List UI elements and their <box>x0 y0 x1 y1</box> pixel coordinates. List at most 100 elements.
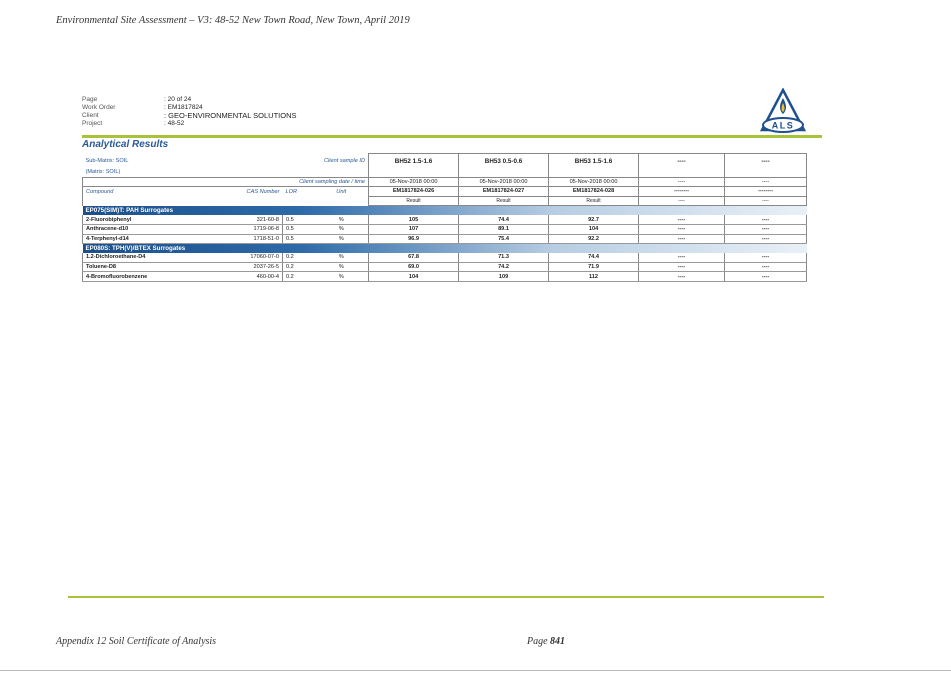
document-header-title: Environmental Site Assessment – V3: 48-5… <box>56 15 410 26</box>
cas-number: 460-00-4 <box>222 271 283 282</box>
result-value: 71.3 <box>458 253 550 263</box>
meta-key: Work Order <box>82 104 116 111</box>
meta-key: Project <box>82 120 103 127</box>
meta-value: : GEO-ENVIRONMENTAL SOLUTIONS <box>164 111 297 120</box>
sample-id: BH53 1.5-1.6 <box>548 153 640 168</box>
result-value: 107 <box>368 224 460 235</box>
table-row: 4-Terphenyl-d14 1718-51-0 0.5 % 96.9 75.… <box>82 234 808 245</box>
result-value: ---- <box>724 271 808 282</box>
cas-number: 321-60-8 <box>222 215 283 225</box>
compound-name: 2-Fluorobiphenyl <box>82 215 223 225</box>
col-unit: Unit <box>314 186 370 197</box>
compound-name: Anthracene-d10 <box>82 224 223 235</box>
sampling-date: 05-Nov-2018 00:00 <box>368 176 460 187</box>
matrix-label: (Matrix: SOIL) <box>85 169 121 176</box>
compound-name: 1.2-Dichloroethane-D4 <box>82 253 223 263</box>
meta-key: Page <box>82 96 98 103</box>
table-row: Toluene-D8 2037-26-5 0.2 % 69.0 74.2 71.… <box>82 262 808 273</box>
als-logo: ALS <box>760 88 806 133</box>
result-label: Result <box>548 195 640 207</box>
result-value: 96.9 <box>368 234 460 245</box>
result-value: 109 <box>458 271 550 282</box>
lor-value: 0.5 <box>282 215 315 225</box>
result-value: 105 <box>368 215 460 225</box>
result-value: 92.7 <box>548 215 640 225</box>
footer-page-number: Page 841 <box>527 636 565 647</box>
top-green-divider <box>82 135 822 138</box>
result-value: 71.9 <box>548 262 640 273</box>
result-label: ---- <box>724 195 808 207</box>
sampling-date: 05-Nov-2018 00:00 <box>458 176 550 187</box>
result-value: 89.1 <box>458 224 550 235</box>
analysis-group-header: EP080S: TPH(V)/BTEX Surrogates <box>82 243 807 254</box>
result-value: ---- <box>638 224 726 235</box>
lor-value: 0.2 <box>282 271 315 282</box>
result-value: 69.0 <box>368 262 460 273</box>
sample-id: BH52 1.5-1.6 <box>368 153 460 168</box>
submatrix-label: Sub-Matrix: SOIL <box>85 157 129 164</box>
compound-name: 4-Terphenyl-d14 <box>82 234 223 245</box>
sampling-date: 05-Nov-2018 00:00 <box>548 176 640 187</box>
lab-id: -------- <box>724 186 808 197</box>
result-value: 74.4 <box>548 253 640 263</box>
logo-text: ALS <box>772 121 795 131</box>
result-value: 104 <box>368 271 460 282</box>
matrix-row: (Matrix: SOIL) <box>83 168 808 178</box>
group-title: EP075(SIM)T: PAH Surrogates <box>82 205 807 216</box>
client-sample-id-label: Client sample ID <box>323 157 366 164</box>
result-value: ---- <box>638 234 726 245</box>
page-prefix: Page <box>527 636 551 647</box>
sample-id-row: Sub-Matrix: SOIL Client sample ID BH52 1… <box>83 153 808 168</box>
compound-name: 4-Bromofluorobenzene <box>82 271 223 282</box>
group-title: EP080S: TPH(V)/BTEX Surrogates <box>82 243 807 254</box>
sample-id: ---- <box>638 153 726 168</box>
result-value: ---- <box>724 253 808 263</box>
meta-row-project: Project : 48-52 <box>82 120 297 128</box>
lor-value: 0.5 <box>282 224 315 235</box>
unit: % <box>314 271 370 282</box>
result-value: 104 <box>548 224 640 235</box>
page-edge-divider <box>0 670 951 671</box>
table-row: 1.2-Dichloroethane-D4 17060-07-0 0.2 % 6… <box>82 253 808 263</box>
result-value: ---- <box>638 262 726 273</box>
result-label-row: Result Result Result ---- ---- <box>81 195 808 207</box>
unit: % <box>314 215 370 225</box>
sample-id: ---- <box>724 153 808 168</box>
meta-row-work-order: Work Order : EM1817824 <box>82 104 297 112</box>
cas-number: 2037-26-5 <box>222 262 283 273</box>
result-value: ---- <box>724 224 808 235</box>
unit: % <box>314 234 370 245</box>
analysis-group-header: EP075(SIM)T: PAH Surrogates <box>82 205 807 216</box>
table-row: Anthracene-d10 1719-06-8 0.5 % 107 89.1 … <box>82 224 808 235</box>
cas-number: 1718-51-0 <box>222 234 283 245</box>
result-value: 75.4 <box>458 234 550 245</box>
meta-value: : EM1817824 <box>164 104 203 111</box>
result-value: 112 <box>548 271 640 282</box>
analytical-results-table: Sub-Matrix: SOIL Client sample ID BH52 1… <box>81 153 808 282</box>
cas-number: 1719-06-8 <box>222 224 283 235</box>
meta-value: : 48-52 <box>164 120 185 127</box>
col-cas: CAS Number <box>222 186 283 197</box>
sampling-date-row: Client sampling date / time 05-Nov-2018 … <box>81 176 808 187</box>
table-row: 4-Bromofluorobenzene 460-00-4 0.2 % 104 … <box>82 271 808 282</box>
unit: % <box>314 224 370 235</box>
sampling-date: ---- <box>724 176 808 187</box>
unit: % <box>314 262 370 273</box>
result-label: Result <box>368 195 460 207</box>
compound-name: Toluene-D8 <box>82 262 223 273</box>
unit: % <box>314 253 370 263</box>
sampling-date: ---- <box>638 176 726 187</box>
result-value: 92.2 <box>548 234 640 245</box>
bottom-green-divider <box>68 596 824 598</box>
sampling-date-label: Client sampling date / time <box>81 176 369 187</box>
col-compound: Compound <box>82 186 223 197</box>
result-value: ---- <box>724 215 808 225</box>
cas-number: 17060-07-0 <box>222 253 283 263</box>
result-value: ---- <box>638 253 726 263</box>
lab-id: EM1817824-027 <box>458 186 550 197</box>
section-title: Analytical Results <box>82 139 169 150</box>
meta-row-client: Client: GEO-ENVIRONMENTAL SOLUTIONS <box>82 112 297 120</box>
sample-id: BH53 0.5-0.6 <box>458 153 550 168</box>
certificate-meta: Page: 20 of 24 Work Order: EM1817824 Cli… <box>82 96 297 128</box>
result-value: 67.8 <box>368 253 460 263</box>
